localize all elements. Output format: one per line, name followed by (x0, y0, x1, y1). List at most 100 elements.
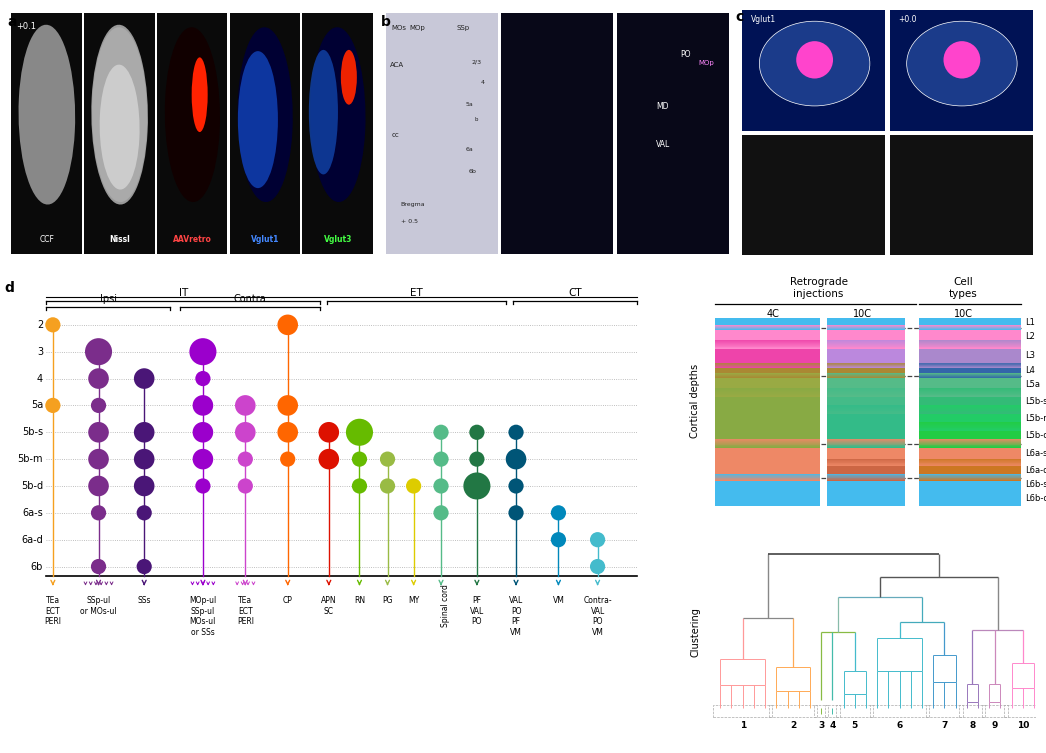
Bar (919, 345, 1022, 346)
Bar (714, 343, 820, 345)
Bar (919, 405, 1022, 407)
Point (90, 426, 107, 438)
Point (195, 426, 211, 438)
Point (320, 453, 337, 465)
Text: L6a-s: L6a-s (1025, 449, 1046, 458)
Bar (919, 445, 1022, 447)
Text: 6b: 6b (469, 169, 477, 175)
Point (136, 453, 153, 465)
Bar (919, 325, 1022, 326)
Bar (714, 493, 820, 494)
Bar (714, 413, 820, 414)
Bar (919, 462, 1022, 477)
Bar (714, 377, 820, 378)
Bar (714, 479, 820, 480)
Bar (827, 477, 905, 478)
Point (237, 399, 254, 411)
Text: CT: CT (568, 288, 582, 298)
Bar (827, 329, 905, 330)
Bar (919, 426, 1022, 428)
Bar (713, 706, 772, 717)
Text: 5b-s: 5b-s (22, 427, 43, 437)
Text: Vglut1: Vglut1 (251, 235, 279, 244)
Text: 9: 9 (992, 721, 998, 730)
Bar (827, 346, 905, 347)
Bar (919, 413, 1022, 414)
Bar (714, 327, 820, 328)
Point (136, 373, 153, 385)
Point (507, 426, 524, 438)
Text: L5b-m: L5b-m (1025, 413, 1046, 422)
Bar (714, 407, 820, 408)
Bar (714, 410, 820, 427)
Bar (827, 345, 905, 365)
Point (433, 507, 450, 519)
Text: 6: 6 (896, 721, 903, 730)
Bar (919, 464, 1022, 465)
Text: Contra-
VAL
PO
VM: Contra- VAL PO VM (584, 596, 612, 636)
Bar (827, 463, 905, 464)
Bar (714, 365, 820, 376)
Point (320, 426, 337, 438)
Text: 4: 4 (480, 80, 484, 85)
Bar (827, 376, 905, 377)
Bar (714, 378, 820, 379)
Text: c: c (735, 10, 744, 24)
Text: Bregma: Bregma (401, 202, 425, 207)
Point (550, 507, 567, 519)
Text: cc: cc (391, 132, 400, 138)
Text: VAL: VAL (656, 139, 670, 148)
Bar (714, 364, 820, 365)
Bar (827, 328, 905, 329)
Text: Contra: Contra (234, 294, 267, 304)
Bar (827, 422, 905, 423)
Bar (714, 328, 820, 345)
Bar (919, 330, 1022, 331)
Text: L2: L2 (1025, 332, 1034, 341)
Text: MOs: MOs (391, 25, 406, 31)
Bar (714, 439, 820, 441)
Bar (714, 375, 820, 376)
Bar (827, 480, 905, 481)
Bar (714, 408, 820, 409)
Point (507, 453, 524, 465)
Bar (919, 465, 1022, 466)
Bar (714, 460, 820, 461)
Point (279, 319, 296, 331)
Bar (827, 441, 905, 442)
Point (90, 507, 107, 519)
Text: Clustering: Clustering (690, 608, 700, 657)
Bar (827, 444, 905, 445)
Bar (919, 428, 1022, 429)
Bar (919, 430, 1022, 431)
Bar (926, 706, 963, 717)
Point (507, 507, 524, 519)
Point (379, 480, 395, 492)
Text: 6a-s: 6a-s (22, 508, 43, 518)
Bar (714, 374, 820, 375)
Point (195, 373, 211, 385)
Bar (714, 410, 820, 411)
Bar (919, 373, 1022, 374)
Bar (919, 342, 1022, 343)
Text: 7: 7 (941, 721, 948, 730)
Point (589, 534, 606, 546)
Bar (919, 340, 1022, 341)
Text: 8: 8 (970, 721, 976, 730)
Bar (919, 441, 1022, 442)
Bar (919, 408, 1022, 409)
Bar (714, 412, 820, 413)
Bar (919, 392, 1022, 393)
Text: MD: MD (656, 102, 668, 111)
Bar (870, 706, 930, 717)
Bar (919, 328, 1022, 345)
Bar (890, 135, 1032, 255)
Bar (827, 325, 905, 326)
Point (279, 426, 296, 438)
Text: L6b-d: L6b-d (1025, 494, 1046, 503)
Bar (919, 493, 1022, 495)
Bar (714, 390, 820, 391)
Bar (714, 491, 820, 492)
Bar (827, 405, 905, 407)
Ellipse shape (341, 50, 357, 105)
